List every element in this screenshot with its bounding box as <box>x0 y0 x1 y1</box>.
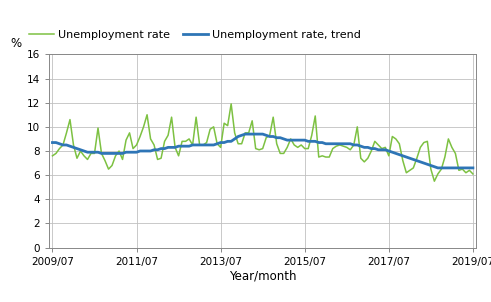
Unemployment rate <box>449 146 455 149</box>
Line: Unemployment rate, trend: Unemployment rate, trend <box>53 134 473 168</box>
Unemployment rate, trend <box>148 149 154 153</box>
Unemployment rate, trend <box>91 150 97 154</box>
Legend: Unemployment rate, Unemployment rate, trend: Unemployment rate, Unemployment rate, tr… <box>25 25 366 44</box>
Unemployment rate, trend <box>50 141 55 144</box>
Unemployment rate, trend <box>316 141 322 144</box>
Unemployment rate <box>470 172 476 176</box>
Unemployment rate, trend <box>470 166 476 170</box>
Unemployment rate, trend <box>242 132 248 136</box>
Unemployment rate, trend <box>435 166 441 170</box>
Unemployment rate <box>337 143 343 147</box>
Unemployment rate <box>228 102 234 106</box>
Unemployment rate, trend <box>228 140 234 143</box>
Unemployment rate <box>50 154 55 158</box>
Unemployment rate <box>432 179 437 183</box>
Unemployment rate <box>148 137 154 141</box>
Unemployment rate <box>232 131 238 135</box>
Unemployment rate <box>91 152 97 155</box>
Unemployment rate <box>316 155 322 159</box>
Line: Unemployment rate: Unemployment rate <box>53 104 473 181</box>
Unemployment rate, trend <box>337 142 343 146</box>
X-axis label: Year/month: Year/month <box>229 269 297 282</box>
Text: %: % <box>11 37 22 50</box>
Unemployment rate, trend <box>449 166 455 170</box>
